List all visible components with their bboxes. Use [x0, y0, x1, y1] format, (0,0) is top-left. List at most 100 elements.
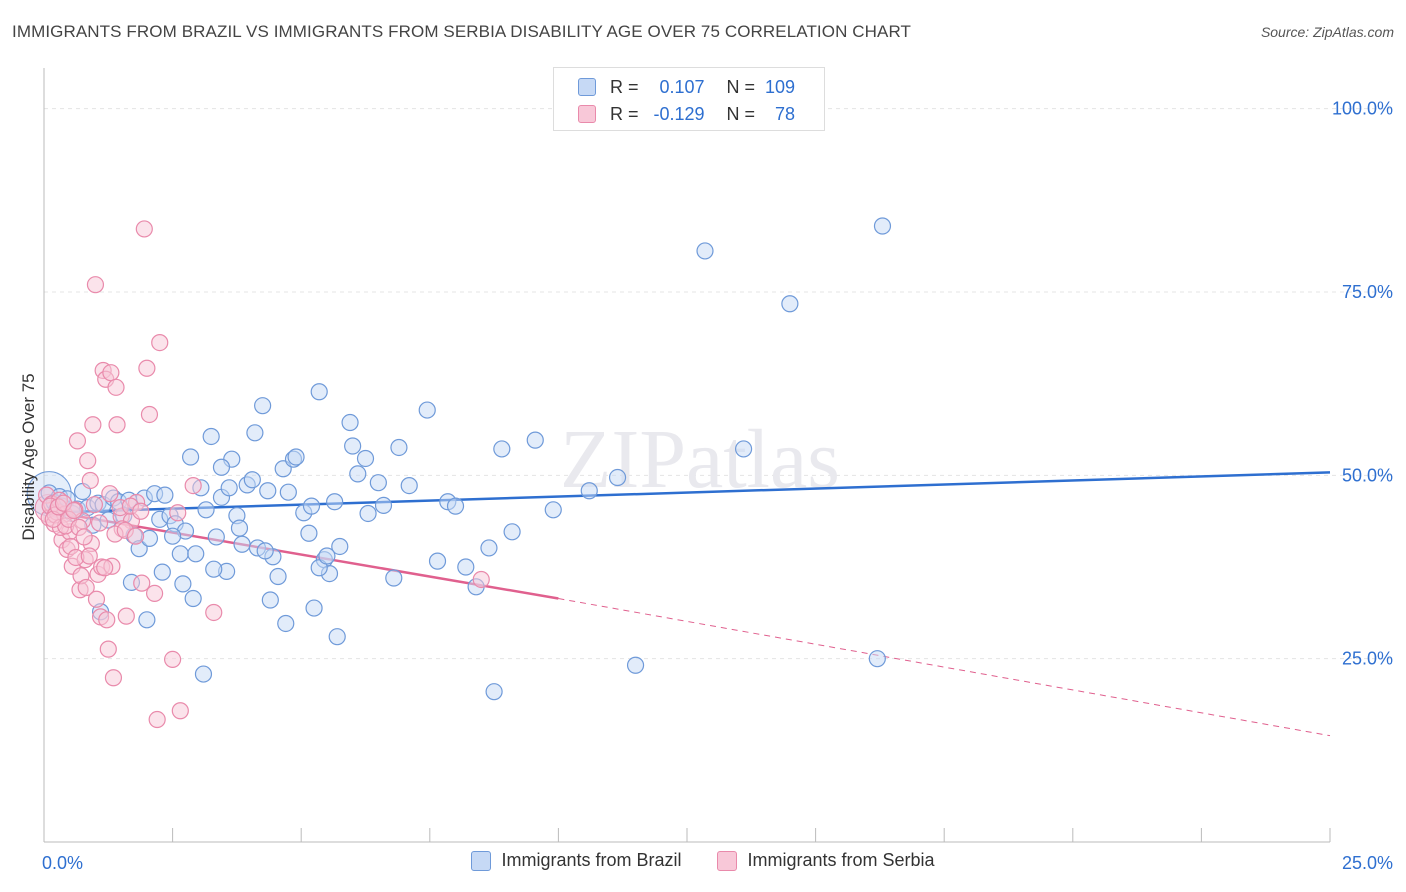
brazil-point — [356, 449, 375, 468]
legend-item-brazil[interactable]: Immigrants from Brazil — [471, 850, 681, 871]
serbia-point — [68, 432, 87, 450]
brazil-point — [197, 501, 215, 519]
serbia-point — [108, 416, 126, 434]
serbia-point — [65, 501, 83, 520]
brazil-point — [781, 295, 799, 313]
brazil-point — [277, 614, 295, 633]
brazil-point — [184, 589, 202, 608]
legend-item-serbia[interactable]: Immigrants from Serbia — [717, 850, 935, 871]
serbia-point — [169, 504, 187, 522]
brazil-point — [261, 591, 279, 609]
serbia-point — [133, 574, 151, 592]
brazil-point — [174, 575, 192, 593]
brazil-point — [187, 545, 205, 563]
serbia-point — [90, 514, 109, 532]
x-tick-label: 25.0% — [1342, 853, 1393, 873]
y-axis-title: Disability Age Over 75 — [19, 373, 38, 540]
brazil-point — [243, 471, 261, 489]
serbia-legend-icon — [717, 850, 738, 871]
brazil-point — [182, 448, 200, 466]
brazil-point — [326, 493, 344, 511]
legend: Immigrants from Brazil Immigrants from S… — [0, 850, 1406, 871]
serbia-point — [132, 502, 150, 520]
brazil-point — [503, 523, 521, 541]
serbia-point — [104, 669, 123, 687]
serbia-point — [138, 359, 156, 377]
brazil-point — [233, 535, 251, 553]
gridlines — [44, 108, 1392, 660]
brazil-point — [246, 424, 264, 442]
brazil-point — [171, 545, 189, 563]
brazil-n-value: 109 — [764, 76, 796, 97]
brazil-point — [734, 440, 753, 458]
brazil-point — [212, 458, 231, 476]
serbia-point — [472, 570, 490, 589]
data-points — [26, 217, 892, 729]
serbia-point — [135, 220, 153, 238]
serbia-point — [99, 640, 117, 658]
serbia-point — [102, 364, 120, 382]
r-label: R = — [610, 76, 639, 97]
brazil-point — [608, 468, 627, 487]
brazil-point — [359, 504, 377, 523]
y-tick-label: 50.0% — [1342, 465, 1393, 485]
brazil-point — [344, 437, 362, 455]
brazil-point — [194, 665, 213, 683]
brazil-point — [202, 427, 220, 446]
brazil-point — [300, 524, 318, 542]
brazil-point — [544, 501, 562, 519]
n-label: N = — [726, 76, 756, 97]
n-label: N = — [726, 103, 756, 124]
serbia-point — [96, 559, 114, 577]
serbia-point — [86, 276, 105, 294]
brazil-point — [626, 656, 645, 674]
serbia-point — [140, 405, 159, 424]
serbia-point — [164, 650, 182, 669]
brazil-point — [349, 465, 367, 483]
brazil-point — [446, 497, 465, 515]
axes — [43, 68, 1331, 843]
brazil-swatch-icon — [578, 78, 596, 96]
serbia-point — [77, 578, 95, 597]
serbia-point — [145, 584, 164, 603]
legend-label-serbia: Immigrants from Serbia — [747, 850, 935, 870]
brazil-point — [418, 401, 436, 419]
y-tick-label: 100.0% — [1332, 99, 1393, 119]
stats-row-brazil: R = 0.107 N = 109 — [578, 74, 795, 100]
brazil-trend-line — [43, 471, 1331, 514]
brazil-point — [526, 431, 544, 449]
brazil-point — [485, 683, 503, 701]
brazil-point — [230, 519, 249, 537]
y-tick-label: 25.0% — [1342, 649, 1393, 669]
serbia-point — [101, 485, 119, 503]
serbia-point — [171, 702, 189, 720]
brazil-legend-icon — [471, 850, 492, 871]
brazil-point — [220, 479, 238, 497]
r-label: R = — [610, 103, 639, 124]
brazil-point — [310, 383, 328, 401]
serbia-point — [126, 527, 145, 545]
serbia-point — [107, 378, 125, 396]
brazil-point — [331, 537, 349, 556]
brazil-point — [279, 483, 297, 501]
brazil-point — [302, 497, 321, 515]
serbia-point — [151, 334, 169, 352]
brazil-point — [400, 477, 418, 495]
source-label: Source: ZipAtlas.com — [1260, 24, 1394, 40]
serbia-trend-extension — [558, 598, 1331, 737]
brazil-point — [328, 628, 346, 646]
serbia-point — [81, 471, 99, 490]
legend-label-brazil: Immigrants from Brazil — [501, 850, 682, 870]
serbia-point — [184, 477, 202, 495]
serbia-swatch-icon — [578, 105, 596, 123]
serbia-r-value: -0.129 — [653, 103, 705, 124]
brazil-point — [318, 547, 336, 565]
serbia-point — [87, 590, 106, 608]
brazil-r-value: 0.107 — [659, 76, 705, 97]
brazil-point — [385, 569, 403, 587]
brazil-point — [868, 650, 886, 668]
x-tick-label: 0.0% — [42, 853, 83, 873]
y-tick-label: 75.0% — [1342, 282, 1393, 302]
brazil-point — [205, 560, 223, 578]
